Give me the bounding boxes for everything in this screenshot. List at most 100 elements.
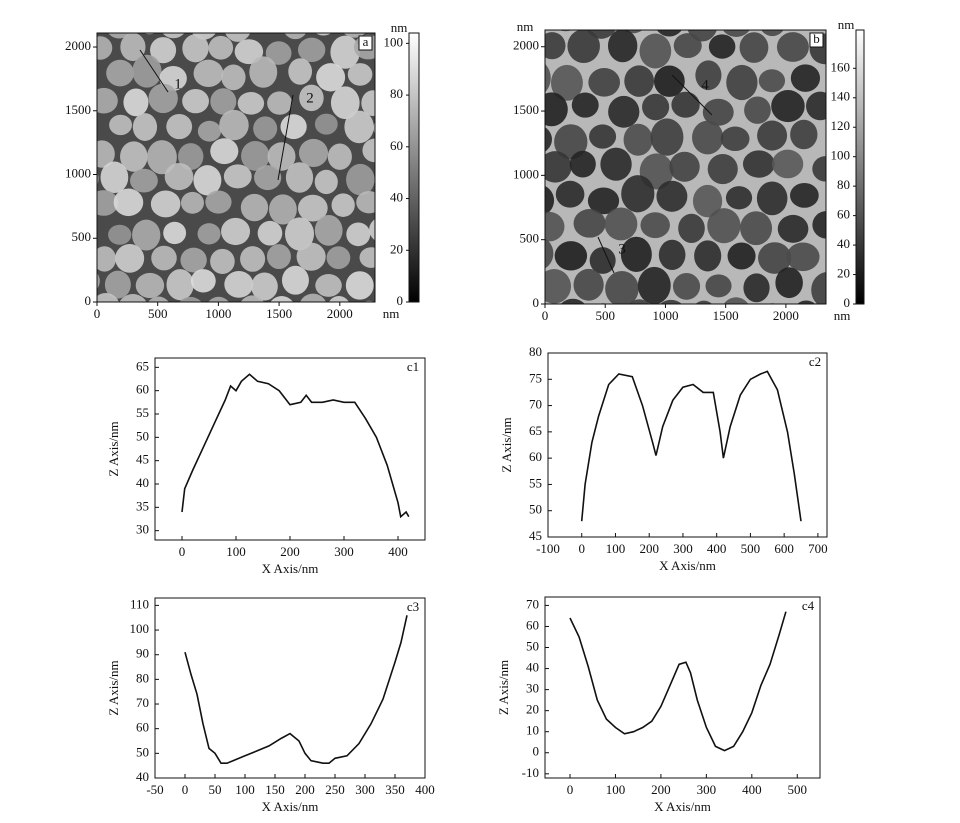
panel-label: c4 [802, 598, 815, 613]
grain [316, 63, 346, 92]
grain [166, 269, 194, 301]
grain [182, 89, 209, 114]
grain [265, 41, 292, 65]
grain [361, 90, 375, 116]
profile-curve [569, 611, 787, 752]
y-tick-label: 65 [136, 358, 149, 373]
grain [812, 156, 826, 182]
grain [254, 165, 282, 191]
grain [97, 36, 113, 60]
x-tick-label: 1000 [652, 308, 678, 323]
y-tick-label: 60 [136, 720, 149, 735]
colorbar-tick-label: 120 [831, 118, 851, 133]
x-tick-label: -50 [146, 782, 163, 797]
grain [74, 8, 97, 32]
y-tick-label: 60 [526, 617, 539, 632]
colorbar-tick-label: 20 [390, 241, 403, 256]
grain [72, 114, 95, 134]
x-tick-label: 700 [808, 541, 828, 556]
grain [237, 91, 265, 115]
grain [656, 30, 682, 37]
plot-frame [544, 596, 821, 779]
y-tick-label: 20 [526, 702, 539, 717]
grain [806, 91, 826, 121]
colorbar-tick-label: 80 [837, 177, 850, 192]
x-tick-label: 400 [742, 782, 762, 797]
grain [621, 175, 655, 213]
grain [284, 33, 307, 40]
grain [345, 271, 374, 300]
grain [656, 180, 688, 212]
colorbar-tick-label: 100 [384, 34, 404, 49]
profile-line [277, 94, 294, 181]
grain [150, 37, 177, 64]
grain [727, 242, 756, 270]
x-unit: nm [834, 308, 851, 323]
grain [545, 151, 572, 183]
grain [267, 91, 293, 115]
grain [761, 30, 784, 37]
grain [221, 217, 251, 246]
y-tick-label: 100 [130, 621, 150, 636]
y-tick-label: 70 [529, 397, 542, 412]
x-axis-label: X Axis/nm [654, 799, 711, 814]
grain [330, 35, 360, 69]
y-tick-label: -10 [522, 765, 539, 780]
y-axis-label: Z Axis/nm [496, 660, 511, 715]
grain [589, 247, 616, 274]
grain [267, 142, 296, 171]
grain [356, 191, 375, 214]
grain [692, 184, 723, 218]
grain [327, 143, 352, 170]
grain [221, 64, 246, 91]
grain [587, 187, 620, 215]
grain [673, 33, 702, 59]
profile-line [597, 236, 615, 274]
grain [143, 33, 156, 35]
grain [315, 274, 342, 297]
grain [251, 272, 278, 301]
grain [600, 147, 632, 181]
grain [210, 88, 237, 115]
grain [707, 208, 741, 244]
panel-label: c2 [809, 354, 821, 369]
colorbar-tick-label: 160 [831, 59, 851, 74]
y-tick-label: 55 [136, 405, 149, 420]
grain [545, 211, 565, 242]
x-tick-label: 300 [334, 544, 354, 559]
grain [190, 269, 216, 293]
afm-image [545, 30, 826, 304]
y-tick-label: 1000 [513, 166, 539, 181]
x-tick-label: 0 [578, 541, 585, 556]
y-tick-label: 500 [520, 231, 540, 246]
grain [722, 30, 750, 37]
grain [624, 65, 655, 97]
x-tick-label: 0 [567, 782, 574, 797]
colorbar-tick-label: 140 [831, 89, 851, 104]
grain [180, 191, 204, 214]
grain [790, 64, 821, 92]
profile-curve [580, 370, 802, 522]
x-tick-label: 400 [388, 544, 408, 559]
grain [739, 32, 769, 63]
grain [346, 163, 375, 196]
profile-line [139, 49, 169, 93]
colorbar-tick-label: 40 [390, 190, 403, 205]
grain [73, 66, 96, 89]
x-tick-label: 350 [385, 782, 405, 797]
y-tick-label: 30 [526, 681, 539, 696]
colorbar-tick-label: 100 [831, 148, 851, 163]
grain [758, 242, 792, 274]
grain [179, 296, 202, 302]
grain [639, 33, 672, 69]
grain [545, 186, 555, 215]
x-tick-label: 400 [415, 782, 435, 797]
x-tick-label: 100 [606, 782, 626, 797]
grain [150, 190, 181, 218]
y-tick-label: 0 [533, 744, 540, 759]
grain [97, 292, 119, 302]
grain [743, 273, 770, 303]
grain [758, 69, 786, 93]
grain [650, 118, 684, 156]
y-tick-label: 110 [130, 596, 149, 611]
